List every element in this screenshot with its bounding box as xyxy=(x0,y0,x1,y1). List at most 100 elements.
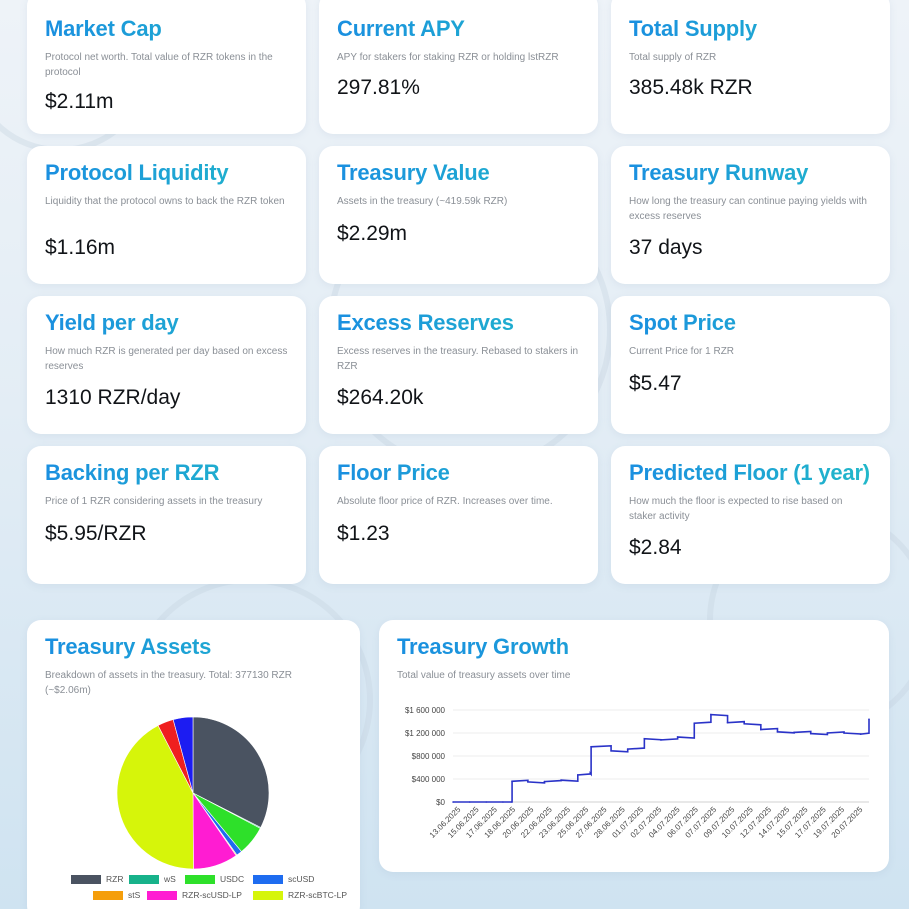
legend-label: RZR-scUSD-LP xyxy=(182,890,242,900)
stat-card: Backing per RZR Price of 1 RZR considerin… xyxy=(27,446,306,584)
stat-card: Floor Price Absolute floor price of RZR. … xyxy=(319,446,598,584)
data-point[interactable] xyxy=(693,722,696,725)
stat-value: $2.11m xyxy=(45,90,114,113)
legend-item-rzr-scbtc-lp[interactable]: RZR-scBTC-LP xyxy=(253,890,347,900)
data-point[interactable] xyxy=(485,801,488,803)
data-point[interactable] xyxy=(710,713,712,716)
treasury-value-line xyxy=(453,713,870,803)
stat-description: Liquidity that the protocol owns to back… xyxy=(45,196,285,207)
data-point[interactable] xyxy=(610,750,612,752)
data-point[interactable] xyxy=(590,746,592,748)
data-point[interactable] xyxy=(543,780,546,783)
legend-label: RZR xyxy=(106,874,124,884)
data-point[interactable] xyxy=(843,732,845,734)
stat-card: Spot Price Current Price for 1 RZR $5.47 xyxy=(611,296,890,434)
pie-slice-other-blue[interactable] xyxy=(172,716,194,794)
stat-value: 37 days xyxy=(629,236,703,259)
stat-card: Total Supply Total supply of RZR 385.48k R… xyxy=(611,0,890,134)
stat-description: Excess reserves in the treasury. Rebased… xyxy=(337,346,579,372)
legend-swatch xyxy=(129,874,159,884)
data-point[interactable] xyxy=(743,723,745,725)
legend-item-usdc[interactable]: USDC xyxy=(185,874,244,884)
legend-label: wS xyxy=(164,874,176,884)
stat-value: $264.20k xyxy=(337,386,424,409)
y-tick-label: $1 600 000 xyxy=(405,706,446,715)
treasury-assets-card: Treasury Assets Breakdown of assets in t… xyxy=(27,620,360,909)
stat-card: Treasury Value Assets in the treasury (~4… xyxy=(319,146,598,284)
stat-value: 1310 RZR/day xyxy=(45,386,181,409)
treasury-growth-title: Treasury Growth xyxy=(397,634,871,660)
treasury-assets-pie-chart xyxy=(116,716,270,870)
data-point[interactable] xyxy=(452,801,454,803)
y-tick-label: $1 200 000 xyxy=(405,729,446,738)
treasury-growth-desc: Total value of treasury assets over time xyxy=(397,670,571,681)
stat-card: Protocol Liquidity Liquidity that the pro… xyxy=(27,146,306,284)
stat-description: Protocol net worth. Total value of RZR t… xyxy=(45,52,273,78)
data-point[interactable] xyxy=(793,731,795,734)
treasury-growth-line-chart: $1 600 000$1 200 000$800 000$400 000$013… xyxy=(405,706,870,840)
stat-title: Current APY xyxy=(337,16,580,42)
data-point[interactable] xyxy=(868,718,870,720)
stat-description: How long the treasury can continue payin… xyxy=(629,196,867,222)
legend-label: stS xyxy=(128,890,141,900)
stat-title: Spot Price xyxy=(629,310,872,336)
stat-title: Total Supply xyxy=(629,16,872,42)
legend-item-ws[interactable]: wS xyxy=(129,874,176,884)
data-point[interactable] xyxy=(502,801,504,803)
stat-description: How much RZR is generated per day based … xyxy=(45,346,288,372)
data-point[interactable] xyxy=(560,779,562,781)
stat-title: Backing per RZR xyxy=(45,460,288,486)
stat-title: Floor Price xyxy=(337,460,580,486)
data-point[interactable] xyxy=(826,732,829,734)
treasury-assets-desc: Breakdown of assets in the treasury. Tot… xyxy=(45,670,292,696)
data-point[interactable] xyxy=(809,732,812,735)
pie-slice-rzr-scbtc-lp[interactable] xyxy=(116,725,194,870)
data-point[interactable] xyxy=(676,736,679,738)
legend-item-rzr-scusd-lp[interactable]: RZR-scUSD-LP xyxy=(147,890,242,900)
stat-card: Market Cap Protocol net worth. Total valu… xyxy=(27,0,306,134)
data-point[interactable] xyxy=(859,733,862,735)
stat-description: Current Price for 1 RZR xyxy=(629,346,735,357)
stat-value: $5.95/RZR xyxy=(45,522,147,545)
legend-swatch xyxy=(253,874,283,884)
data-point[interactable] xyxy=(643,737,646,740)
stat-card: Yield per day How much RZR is generated p… xyxy=(27,296,306,434)
legend-item-scusd[interactable]: scUSD xyxy=(253,874,314,884)
data-point[interactable] xyxy=(776,731,779,733)
pie-slice-rzr[interactable] xyxy=(192,716,270,828)
data-point[interactable] xyxy=(468,801,471,803)
y-tick-label: $800 000 xyxy=(412,752,446,761)
data-point[interactable] xyxy=(626,748,629,750)
y-tick-label: $0 xyxy=(436,798,445,807)
y-tick-label: $400 000 xyxy=(412,775,446,784)
legend-swatch xyxy=(185,874,215,884)
data-point[interactable] xyxy=(660,739,662,741)
stat-card: Excess Reserves Excess reserves in the tr… xyxy=(319,296,598,434)
stat-value: $2.84 xyxy=(629,536,682,559)
data-point[interactable] xyxy=(577,774,579,776)
data-point[interactable] xyxy=(726,721,729,724)
stat-title: Excess Reserves xyxy=(337,310,580,336)
data-point[interactable] xyxy=(527,781,529,783)
treasury-growth-card: Treasury Growth Total value of treasury … xyxy=(379,620,889,872)
stat-title: Treasury Value xyxy=(337,160,580,186)
treasury-assets-title: Treasury Assets xyxy=(45,634,342,660)
legend-label: RZR-scBTC-LP xyxy=(288,890,348,900)
legend-item-rzr[interactable]: RZR xyxy=(71,874,123,884)
legend-swatch xyxy=(253,890,283,900)
data-point[interactable] xyxy=(589,772,592,775)
stat-description: Assets in the treasury (~419.59k RZR) xyxy=(337,196,508,207)
stat-description: Total supply of RZR xyxy=(629,52,717,63)
data-point[interactable] xyxy=(510,801,513,803)
legend-label: USDC xyxy=(220,874,245,884)
stat-value: $1.16m xyxy=(45,236,116,259)
pie-legend: RZR wS USDC scUSD stS RZR-scUSD-LP RZR-scBTC-L… xyxy=(27,874,360,904)
legend-swatch xyxy=(147,890,177,900)
stat-card: Predicted Floor (1 year) How much the flo… xyxy=(611,446,890,584)
stat-title: Yield per day xyxy=(45,310,288,336)
data-point[interactable] xyxy=(760,728,762,731)
stat-description: How much the floor is expected to rise b… xyxy=(629,496,843,522)
stat-value: 297.81% xyxy=(337,76,420,99)
legend-item-sts[interactable]: stS xyxy=(93,890,140,900)
data-point[interactable] xyxy=(511,780,513,783)
